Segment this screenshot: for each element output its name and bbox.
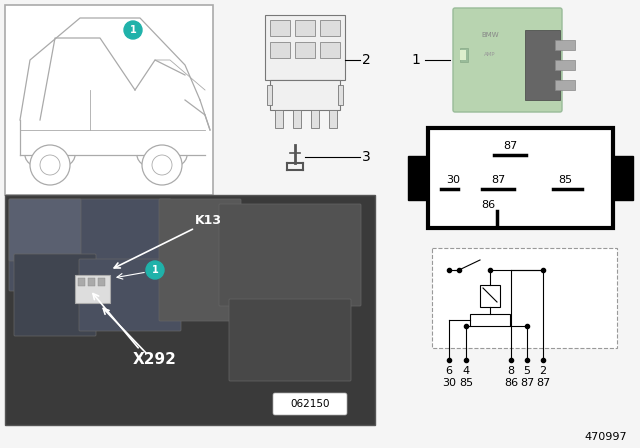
Text: 87: 87 [503,141,517,151]
Text: X292: X292 [133,353,177,367]
Bar [293,110,301,128]
Bar [295,42,315,58]
Bar [428,128,613,228]
Text: 8: 8 [508,366,515,376]
Bar [613,156,633,200]
Circle shape [152,155,172,175]
Bar [265,15,345,80]
Bar [270,80,340,110]
Bar [432,248,617,348]
Text: 30: 30 [442,378,456,388]
Bar [480,285,500,307]
Bar [75,275,110,303]
Bar [295,20,315,36]
Circle shape [30,145,70,185]
Text: 6: 6 [445,366,452,376]
Bar [320,20,340,36]
Bar [275,110,283,128]
Text: 1: 1 [152,265,158,275]
FancyBboxPatch shape [79,259,181,331]
Bar [555,40,575,50]
Bar [470,314,510,326]
Text: 87: 87 [520,378,534,388]
FancyBboxPatch shape [219,204,361,306]
Text: 85: 85 [459,378,473,388]
Bar [525,30,560,100]
Bar [98,278,105,286]
Text: 2: 2 [362,53,371,67]
Bar [5,5,213,195]
Text: 85: 85 [558,175,572,185]
Bar [555,60,575,70]
Text: 2: 2 [540,366,547,376]
Text: 470997: 470997 [584,432,627,442]
Bar [270,20,290,36]
FancyBboxPatch shape [453,8,562,112]
Circle shape [142,145,182,185]
Text: BMW: BMW [481,32,499,38]
Bar [320,42,340,58]
FancyBboxPatch shape [159,199,241,321]
Circle shape [40,155,60,175]
Bar [78,278,85,286]
FancyBboxPatch shape [273,393,347,415]
Bar [267,85,272,105]
Text: 5: 5 [524,366,531,376]
Bar [460,48,468,62]
Text: 062150: 062150 [291,399,330,409]
Bar [329,110,337,128]
Text: 87: 87 [491,175,505,185]
Bar [460,50,466,60]
Text: 1: 1 [130,25,136,35]
Text: 3: 3 [362,150,371,164]
Bar [5,195,375,425]
Text: K13: K13 [195,214,222,227]
FancyBboxPatch shape [9,199,171,291]
Circle shape [124,21,142,39]
Text: 4: 4 [463,366,470,376]
FancyBboxPatch shape [9,199,81,261]
Text: 87: 87 [536,378,550,388]
Text: 1: 1 [411,53,420,67]
Text: 86: 86 [481,200,495,210]
Bar [408,156,428,200]
Bar [311,110,319,128]
Text: AMP: AMP [484,52,496,57]
Text: 30: 30 [446,175,460,185]
Bar [338,85,343,105]
Bar [88,278,95,286]
Circle shape [146,261,164,279]
FancyBboxPatch shape [229,299,351,381]
Bar [555,80,575,90]
FancyBboxPatch shape [14,254,96,336]
Text: 86: 86 [504,378,518,388]
Bar [270,42,290,58]
